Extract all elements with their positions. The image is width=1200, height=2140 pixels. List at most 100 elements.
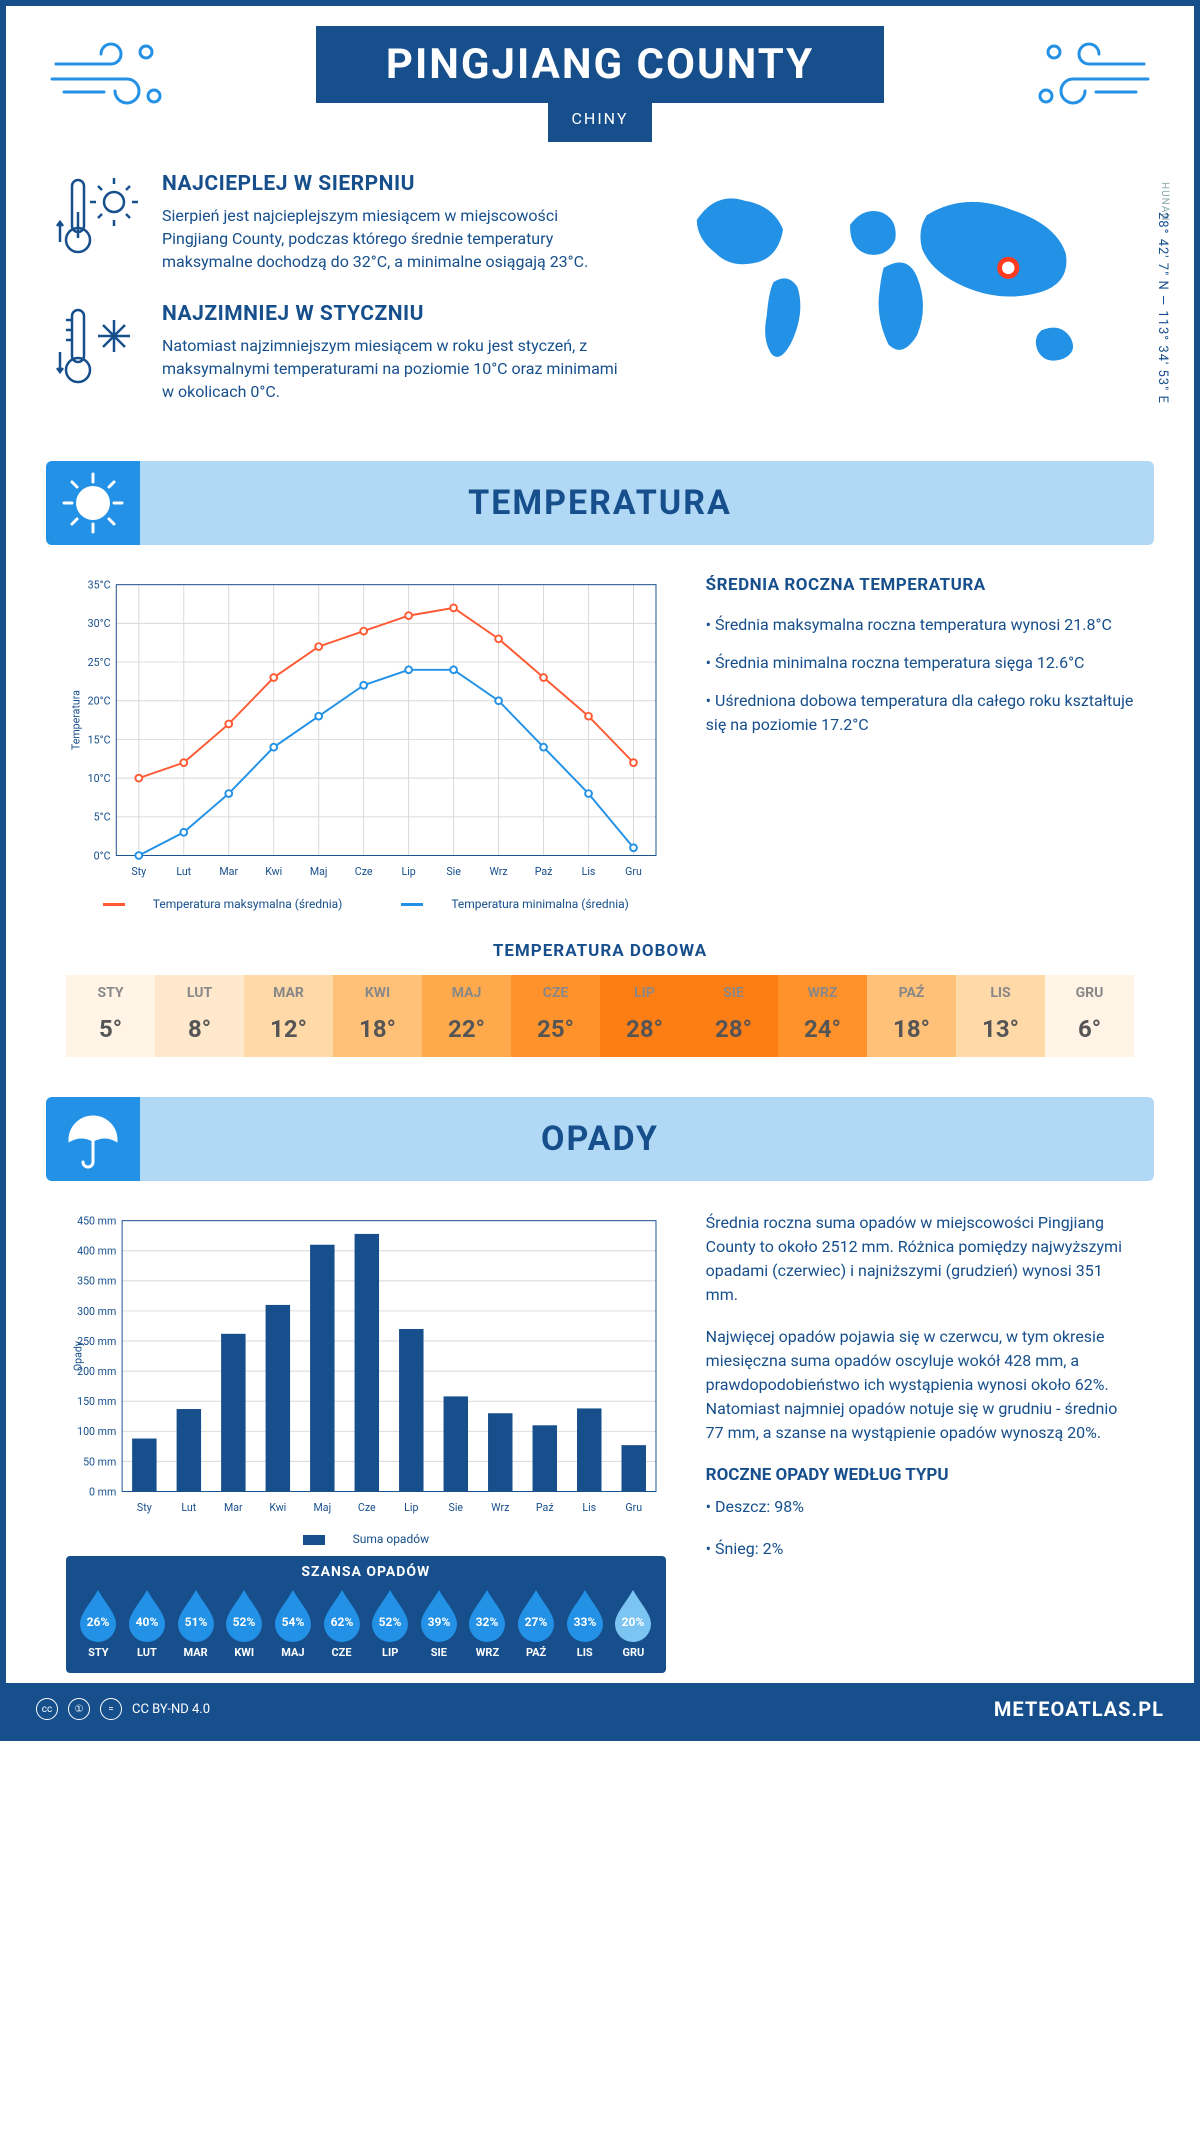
daily-month: WRZ <box>778 985 867 1001</box>
svg-text:Lip: Lip <box>404 1500 418 1513</box>
chance-cell: 40% LUT <box>125 1588 170 1659</box>
chance-heading: SZANSA OPADÓW <box>76 1564 656 1580</box>
daily-cell: MAR12° <box>244 975 333 1057</box>
svg-text:350 mm: 350 mm <box>77 1274 116 1287</box>
daily-cell: STY5° <box>66 975 155 1057</box>
drop-icon: 40% <box>125 1588 169 1642</box>
svg-text:Maj: Maj <box>310 865 328 878</box>
precip-para-2: Najwięcej opadów pojawia się w czerwcu, … <box>706 1325 1134 1445</box>
svg-text:Temperatura: Temperatura <box>70 690 83 750</box>
daily-temp-heading: TEMPERATURA DOBOWA <box>66 941 1134 961</box>
world-map <box>652 172 1144 402</box>
svg-text:10°C: 10°C <box>88 772 111 785</box>
temp-bullet: • Średnia minimalna roczna temperatura s… <box>706 651 1134 675</box>
thermometer-sun-icon <box>56 172 144 260</box>
wind-icon <box>46 34 176 114</box>
warmest-text: Sierpień jest najcieplejszym miesiącem w… <box>162 204 622 274</box>
daily-month: GRU <box>1045 985 1134 1001</box>
precip-chance-box: SZANSA OPADÓW 26%STY40%LUT51%MAR52%KWI54… <box>66 1556 666 1673</box>
chance-cell: 54%MAJ <box>271 1588 316 1659</box>
cc-icon: cc <box>36 1698 58 1720</box>
svg-text:Gru: Gru <box>625 1500 642 1513</box>
daily-value: 5° <box>66 1015 155 1043</box>
drop-icon: 52% <box>368 1588 412 1642</box>
daily-cell: WRZ 24° <box>778 975 867 1057</box>
daily-value: 25° <box>511 1015 600 1043</box>
svg-text:Paź: Paź <box>536 1500 554 1513</box>
chance-month: LUT <box>125 1646 170 1659</box>
svg-text:150 mm: 150 mm <box>77 1395 116 1408</box>
license-text: CC BY-ND 4.0 <box>132 1702 210 1717</box>
intro-section: NAJCIEPLEJ W SIERPNIU Sierpień jest najc… <box>6 142 1194 461</box>
svg-text:62%: 62% <box>330 1615 353 1629</box>
svg-text:300 mm: 300 mm <box>77 1304 116 1317</box>
svg-text:52%: 52% <box>233 1615 256 1629</box>
svg-text:20°C: 20°C <box>88 695 111 708</box>
wind-icon <box>1024 34 1154 114</box>
precip-type-bullet: • Śnieg: 2% <box>706 1537 1134 1561</box>
site-name: METEOATLAS.PL <box>994 1697 1164 1721</box>
chance-month: PAŹ <box>514 1646 559 1659</box>
warmest-heading: NAJCIEPLEJ W SIERPNIU <box>162 172 622 196</box>
sun-icon <box>60 470 126 536</box>
svg-text:Cze: Cze <box>355 865 373 878</box>
daily-cell: GRU6° <box>1045 975 1134 1057</box>
svg-text:20%: 20% <box>622 1615 645 1629</box>
svg-text:Sty: Sty <box>131 865 146 878</box>
svg-text:Sie: Sie <box>449 1500 464 1513</box>
temperature-line-chart: 0°C5°C10°C15°C20°C25°C30°C35°CStyLutMarK… <box>66 575 666 911</box>
drop-icon: 20% <box>611 1588 655 1642</box>
daily-month: LIS <box>956 985 1045 1001</box>
svg-text:27%: 27% <box>525 1615 548 1629</box>
daily-month: SIE <box>689 985 778 1001</box>
umbrella-icon <box>60 1106 126 1172</box>
precip-type-heading: ROCZNE OPADY WEDŁUG TYPU <box>706 1465 1134 1485</box>
daily-month: CZE <box>511 985 600 1001</box>
svg-text:35°C: 35°C <box>88 579 111 592</box>
svg-text:30°C: 30°C <box>88 617 111 630</box>
chance-month: LIS <box>562 1646 607 1659</box>
svg-text:51%: 51% <box>184 1615 207 1629</box>
daily-temperature-table: TEMPERATURA DOBOWA STY5°LUT8°MAR12°KWI18… <box>6 931 1194 1097</box>
infographic-page: PINGJIANG COUNTY CHINY <box>0 0 1200 1741</box>
svg-text:Mar: Mar <box>219 865 238 878</box>
chance-cell: 33% LIS <box>562 1588 607 1659</box>
svg-text:33%: 33% <box>573 1615 596 1629</box>
daily-value: 18° <box>867 1015 956 1043</box>
daily-month: LUT <box>155 985 244 1001</box>
drop-icon: 39% <box>417 1588 461 1642</box>
svg-text:400 mm: 400 mm <box>77 1244 116 1257</box>
thermometer-snow-icon <box>56 302 144 390</box>
svg-text:0°C: 0°C <box>94 849 111 862</box>
svg-text:5°C: 5°C <box>94 811 111 824</box>
precipitation-info: Średnia roczna suma opadów w miejscowośc… <box>706 1211 1134 1674</box>
by-icon: ① <box>68 1698 90 1720</box>
daily-cell: SIE 28° <box>689 975 778 1057</box>
daily-month: PAŹ <box>867 985 956 1001</box>
chance-month: MAR <box>173 1646 218 1659</box>
precipitation-bar-chart: 0 mm50 mm100 mm150 mm200 mm250 mm300 mm3… <box>66 1211 666 1521</box>
drop-icon: 54% <box>271 1588 315 1642</box>
svg-text:Kwi: Kwi <box>269 1500 286 1513</box>
daily-cell: PAŹ 18° <box>867 975 956 1057</box>
temp-chart-legend: Temperatura maksymalna (średnia) Tempera… <box>66 897 666 911</box>
chance-month: CZE <box>319 1646 364 1659</box>
svg-text:Lut: Lut <box>176 865 191 878</box>
svg-text:54%: 54% <box>282 1615 305 1629</box>
daily-value: 28° <box>689 1015 778 1043</box>
temperature-heading: TEMPERATURA <box>46 483 1154 523</box>
drop-icon: 62% <box>320 1588 364 1642</box>
chance-month: GRU <box>611 1646 656 1659</box>
temperature-section-head: TEMPERATURA <box>46 461 1154 545</box>
svg-text:26%: 26% <box>87 1615 110 1629</box>
chance-month: SIE <box>416 1646 461 1659</box>
svg-text:Maj: Maj <box>314 1500 332 1513</box>
daily-value: 12° <box>244 1015 333 1043</box>
daily-cell: LUT 8° <box>155 975 244 1057</box>
daily-value: 8° <box>155 1015 244 1043</box>
daily-value: 24° <box>778 1015 867 1043</box>
svg-text:Wrz: Wrz <box>491 1500 509 1513</box>
chance-month: WRZ <box>465 1646 510 1659</box>
svg-text:Sie: Sie <box>446 865 461 878</box>
daily-month: MAJ <box>422 985 511 1001</box>
